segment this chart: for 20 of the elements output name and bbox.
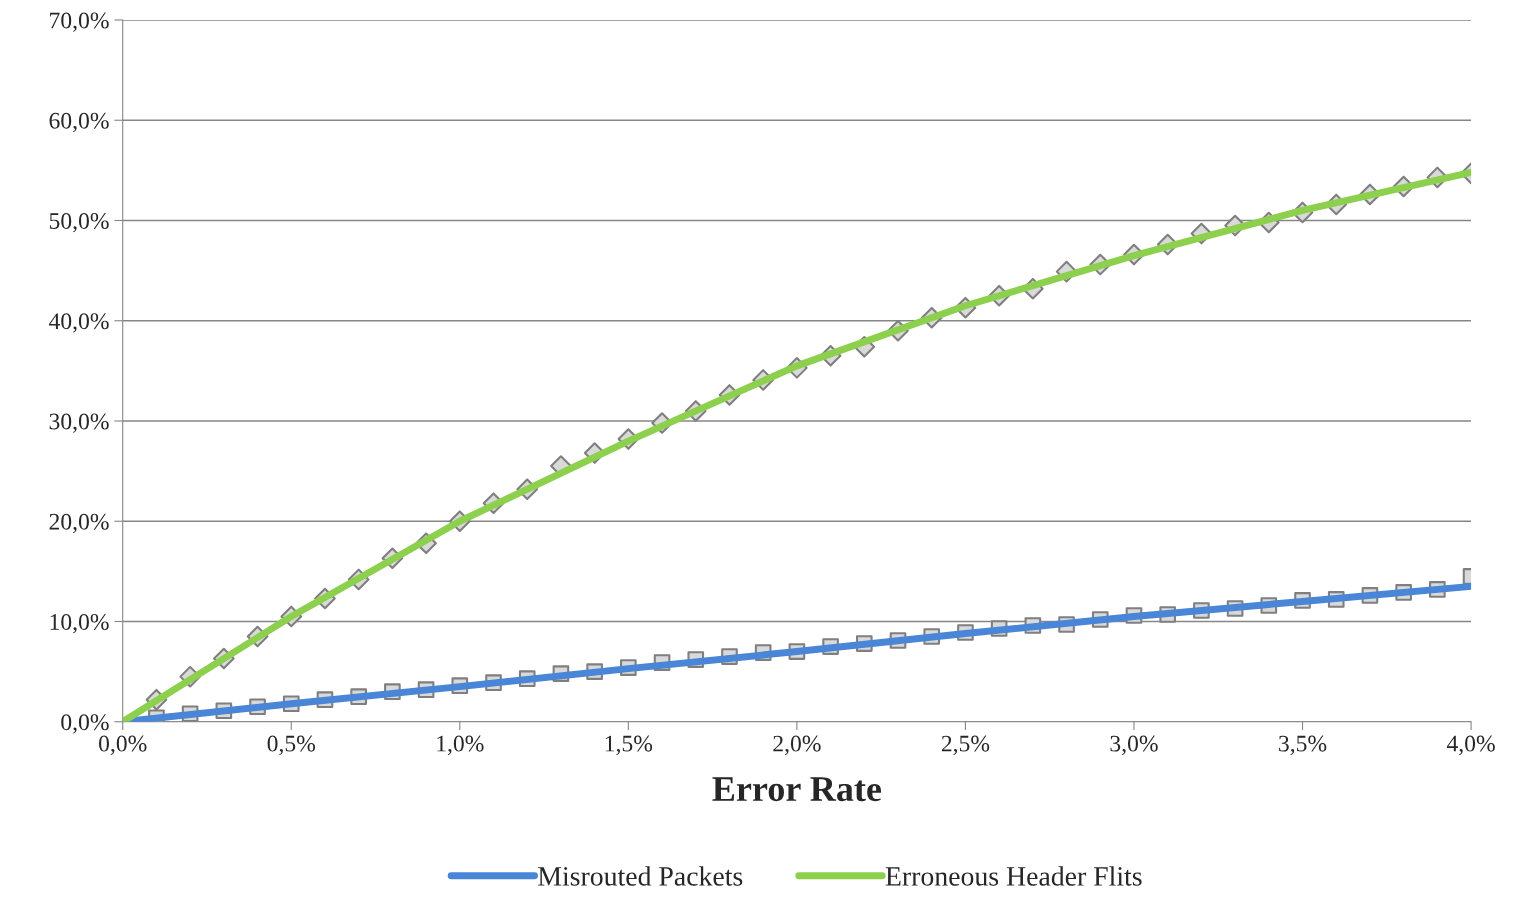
x-tick-label: 3,5% [1279,735,1327,755]
y-tick-label: 10,0% [50,613,109,634]
y-tick-label: 0,0% [61,714,109,734]
x-tick-label: 1,0% [437,735,484,755]
y-tick-label: 50,0% [49,212,109,233]
legend-label: Misrouted Packets [538,866,743,886]
y-tick-label: 70,0% [50,12,109,32]
y-tick-label: 60,0% [49,112,109,133]
x-tick-label: 4,0% [1446,735,1495,755]
legend-label: Erroneous Header Flits [885,866,1142,886]
x-tick-label: 0,5% [267,735,316,755]
y-tick-label: 40,0% [48,313,109,333]
x-tick-label: 3,0% [1110,735,1158,755]
x-axis-title: Error Rate [712,777,882,802]
x-tick-label: 0,0% [99,735,147,755]
y-tick-label: 20,0% [49,513,109,534]
x-tick-label: 1,5% [605,735,653,755]
x-tick-label: 2,5% [941,735,990,755]
x-tick-label: 2,0% [773,735,821,755]
y-tick-label: 30,0% [49,413,109,433]
